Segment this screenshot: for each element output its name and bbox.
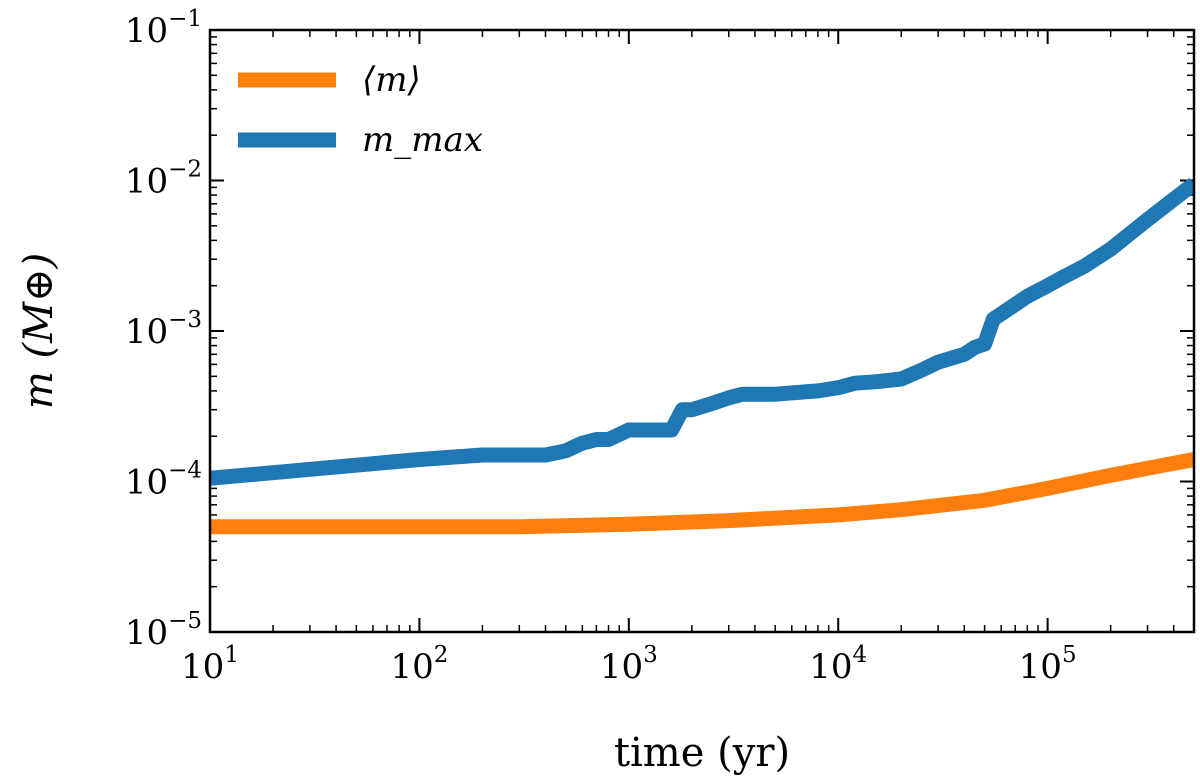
- y-tick-label: 10−5: [125, 608, 202, 653]
- legend-label-0: ⟨m⟩: [362, 60, 421, 100]
- x-tick-label: 103: [600, 642, 658, 687]
- x-tick-label: 104: [809, 642, 867, 687]
- legend-label-1: m_max: [362, 120, 483, 160]
- plot-frame: [208, 28, 1196, 634]
- y-tick-label: 10−2: [125, 157, 202, 202]
- series-line-0: [210, 452, 1194, 535]
- y-tick-label: 10−4: [125, 458, 202, 503]
- x-tick-label: 101: [181, 642, 239, 687]
- y-axis-label: m (M⊕): [16, 253, 62, 409]
- x-axis-label: time (yr): [614, 730, 790, 776]
- labels-layer: 101 102 103 104 105 10−5 10−4 10−3 10−2 10−1 time …: [16, 6, 1077, 776]
- y-tick-label: 10−1: [125, 6, 202, 51]
- series-layer: [210, 177, 1194, 535]
- ticks-layer: [209, 29, 1195, 633]
- x-tick-label: 105: [1019, 642, 1077, 687]
- y-tick-label: 10−3: [125, 307, 202, 352]
- legend: ⟨m⟩ m_max: [238, 60, 483, 160]
- series-line-1: [210, 177, 1194, 486]
- x-tick-label: 102: [390, 642, 448, 687]
